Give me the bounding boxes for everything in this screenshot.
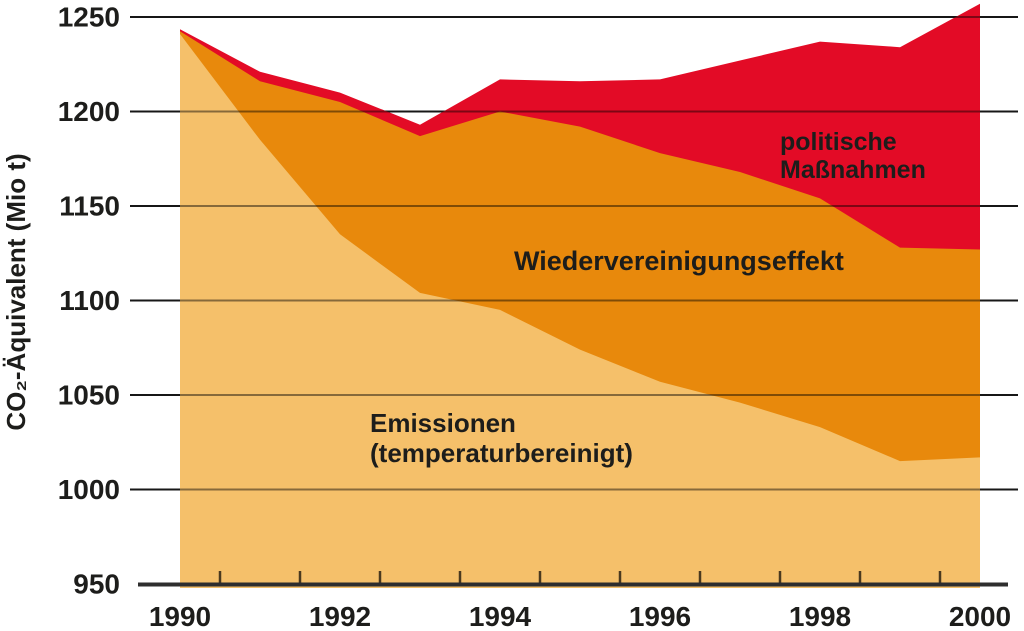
y-tick-label-1250: 1250 xyxy=(58,2,120,33)
x-tick-label-1992: 1992 xyxy=(309,601,371,631)
label-emissionen-line2: (temperaturbereinigt) xyxy=(370,438,633,468)
y-tick-label-1050: 1050 xyxy=(58,380,120,411)
y-tick-label-1100: 1100 xyxy=(59,285,120,316)
x-tick-label-1990: 1990 xyxy=(149,601,211,631)
area-emissionen xyxy=(180,34,980,588)
x-tick-label-2000: 2000 xyxy=(949,601,1011,631)
label-wiedervereinigung: Wiedervereinigungseffekt xyxy=(514,246,844,276)
label-emissionen-line1: Emissionen xyxy=(370,408,516,438)
label-politische-line1: politische xyxy=(780,128,897,156)
label-politische-line2: Maßnahmen xyxy=(780,156,926,184)
x-tick-label-1996: 1996 xyxy=(629,601,691,631)
x-tick-label-1994: 1994 xyxy=(469,601,532,631)
y-tick-label-1150: 1150 xyxy=(59,191,120,222)
y-tick-label-1200: 1200 xyxy=(58,96,120,127)
y-tick-label-950: 950 xyxy=(73,569,120,600)
y-axis-title: CO₂-Äquivalent (Mio t) xyxy=(1,153,31,430)
x-tick-label-1998: 1998 xyxy=(789,601,851,631)
y-tick-label-1000: 1000 xyxy=(58,474,120,505)
